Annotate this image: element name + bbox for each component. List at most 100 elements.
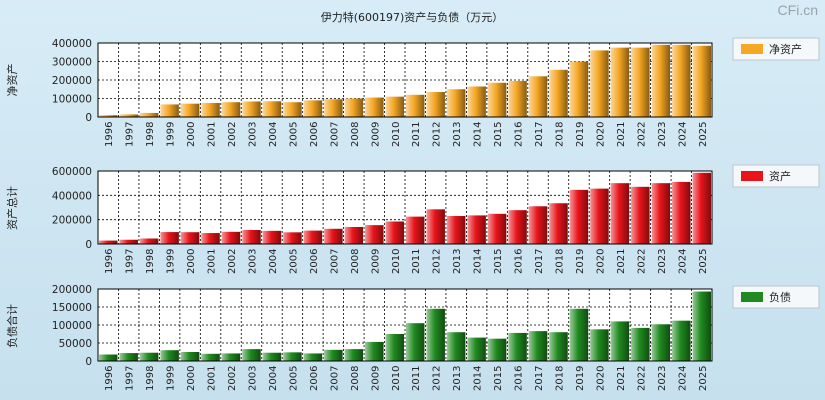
y-tick-label: 300000 [52,57,92,69]
x-tick-label: 2024 [677,366,688,391]
x-tick-label: 2001 [207,249,218,274]
legend-box [732,164,820,188]
bar-liabilities-1996 [99,354,118,361]
x-tick-label: 1996 [104,122,115,147]
bar-assets-2025 [692,172,711,244]
bar-liabilities-2014 [467,337,486,361]
bar-liabilities-2015 [487,338,507,361]
y-tick-label: 100000 [52,320,92,332]
x-tick-label: 2014 [473,122,484,147]
x-tick-label: 2001 [207,122,218,147]
x-tick-label: 2000 [186,122,197,147]
x-tick-label: 2012 [432,366,443,391]
x-tick-label: 2006 [309,249,320,274]
bar-equity-2008 [344,98,364,117]
x-tick-label: 1998 [145,366,156,391]
x-tick-label: 2013 [452,366,463,391]
y-tick-label: 400000 [52,190,92,202]
bar-liabilities-1998 [139,352,159,361]
bar-equity-2013 [446,89,466,117]
panel-liabilities: 0 50000 100000 150000 200000 1996 1997 1998 1999… [5,284,820,391]
bar-equity-2017 [528,76,548,117]
x-tick-label: 2010 [391,366,402,391]
x-tick-label: 1996 [104,249,115,274]
bar-equity-2012 [426,92,445,117]
bar-liabilities-2016 [508,332,527,361]
bar-assets-2023 [651,183,671,244]
x-tick-label: 2007 [329,249,340,274]
x-tick-label: 2000 [186,366,197,391]
bar-equity-2009 [365,97,384,117]
bar-equity-2010 [385,96,404,117]
bar-equity-2016 [508,80,527,117]
bar-assets-2019 [569,189,589,244]
x-tick-label: 2011 [411,366,422,391]
bar-assets-2008 [344,226,364,244]
legend-label: 负债 [769,290,791,304]
x-tick-label: 1997 [125,366,136,391]
x-tick-label: 2009 [370,249,381,274]
legend-label: 资产 [769,169,791,183]
x-tick-label: 2002 [227,122,238,147]
legend-assets: 资产 [732,164,820,188]
bar-liabilities-2018 [549,332,568,361]
x-tick-label: 2024 [677,122,688,147]
x-tick-label: 2017 [534,366,545,391]
x-tick-label: 2013 [452,249,463,274]
x-tick-label: 2003 [248,249,259,274]
bar-equity-2000 [180,103,200,117]
x-tick-label: 2010 [391,249,402,274]
x-tick-label: 2015 [493,366,504,391]
bar-liabilities-2009 [365,341,384,361]
y-tick-label: 150000 [52,302,92,314]
x-tick-label: 1999 [166,249,177,274]
bar-liabilities-2008 [344,349,364,361]
bar-liabilities-2017 [528,331,548,361]
x-tick-label: 2012 [432,249,443,274]
x-tick-label: 2021 [616,249,627,274]
bar-assets-2021 [610,183,630,244]
x-tick-label: 2022 [636,122,647,147]
x-tick-label: 2008 [350,122,361,147]
x-tick-label: 2025 [698,366,709,391]
bar-assets-1996 [99,240,118,244]
y-tick-label: 600000 [52,166,92,178]
x-tick-label: 2020 [595,249,606,274]
y-tick-label: 200000 [52,215,92,227]
x-tick-label: 2022 [636,366,647,391]
x-tick-label: 2008 [350,249,361,274]
bar-assets-2001 [201,233,220,244]
y-tick-label: 0 [85,239,92,251]
x-tick-label: 2014 [473,366,484,391]
x-tick-label: 2019 [575,122,586,147]
x-tick-label: 2023 [657,122,668,147]
y-tick-label: 0 [85,356,92,368]
bar-assets-2011 [406,216,425,244]
x-tick-label: 2010 [391,122,402,147]
bar-liabilities-2006 [303,353,323,361]
x-tick-label: 2017 [534,122,545,147]
x-tick-label: 1999 [166,366,177,391]
bar-equity-2022 [631,47,650,117]
y-tick-label: 50000 [59,338,92,350]
x-tick-label: 2006 [309,122,320,147]
bar-liabilities-2019 [569,308,589,361]
bar-liabilities-2012 [426,308,445,361]
bar-equity-2014 [467,86,486,117]
bar-assets-2005 [283,232,302,244]
x-tick-label: 2011 [411,249,422,274]
x-tick-label: 2008 [350,366,361,391]
bar-liabilities-1999 [160,350,179,361]
bar-liabilities-2010 [385,334,404,361]
x-tick-label: 2009 [370,122,381,147]
x-tick-label: 2000 [186,249,197,274]
x-tick-label: 2011 [411,122,422,147]
x-tick-label: 2005 [288,249,299,274]
y-tick-label: 400000 [52,38,92,50]
legend-label: 净资产 [769,42,802,56]
x-tick-label: 2003 [248,366,259,391]
bar-liabilities-2011 [406,323,425,361]
bar-assets-2022 [631,186,650,244]
x-tick-label: 2005 [288,366,299,391]
